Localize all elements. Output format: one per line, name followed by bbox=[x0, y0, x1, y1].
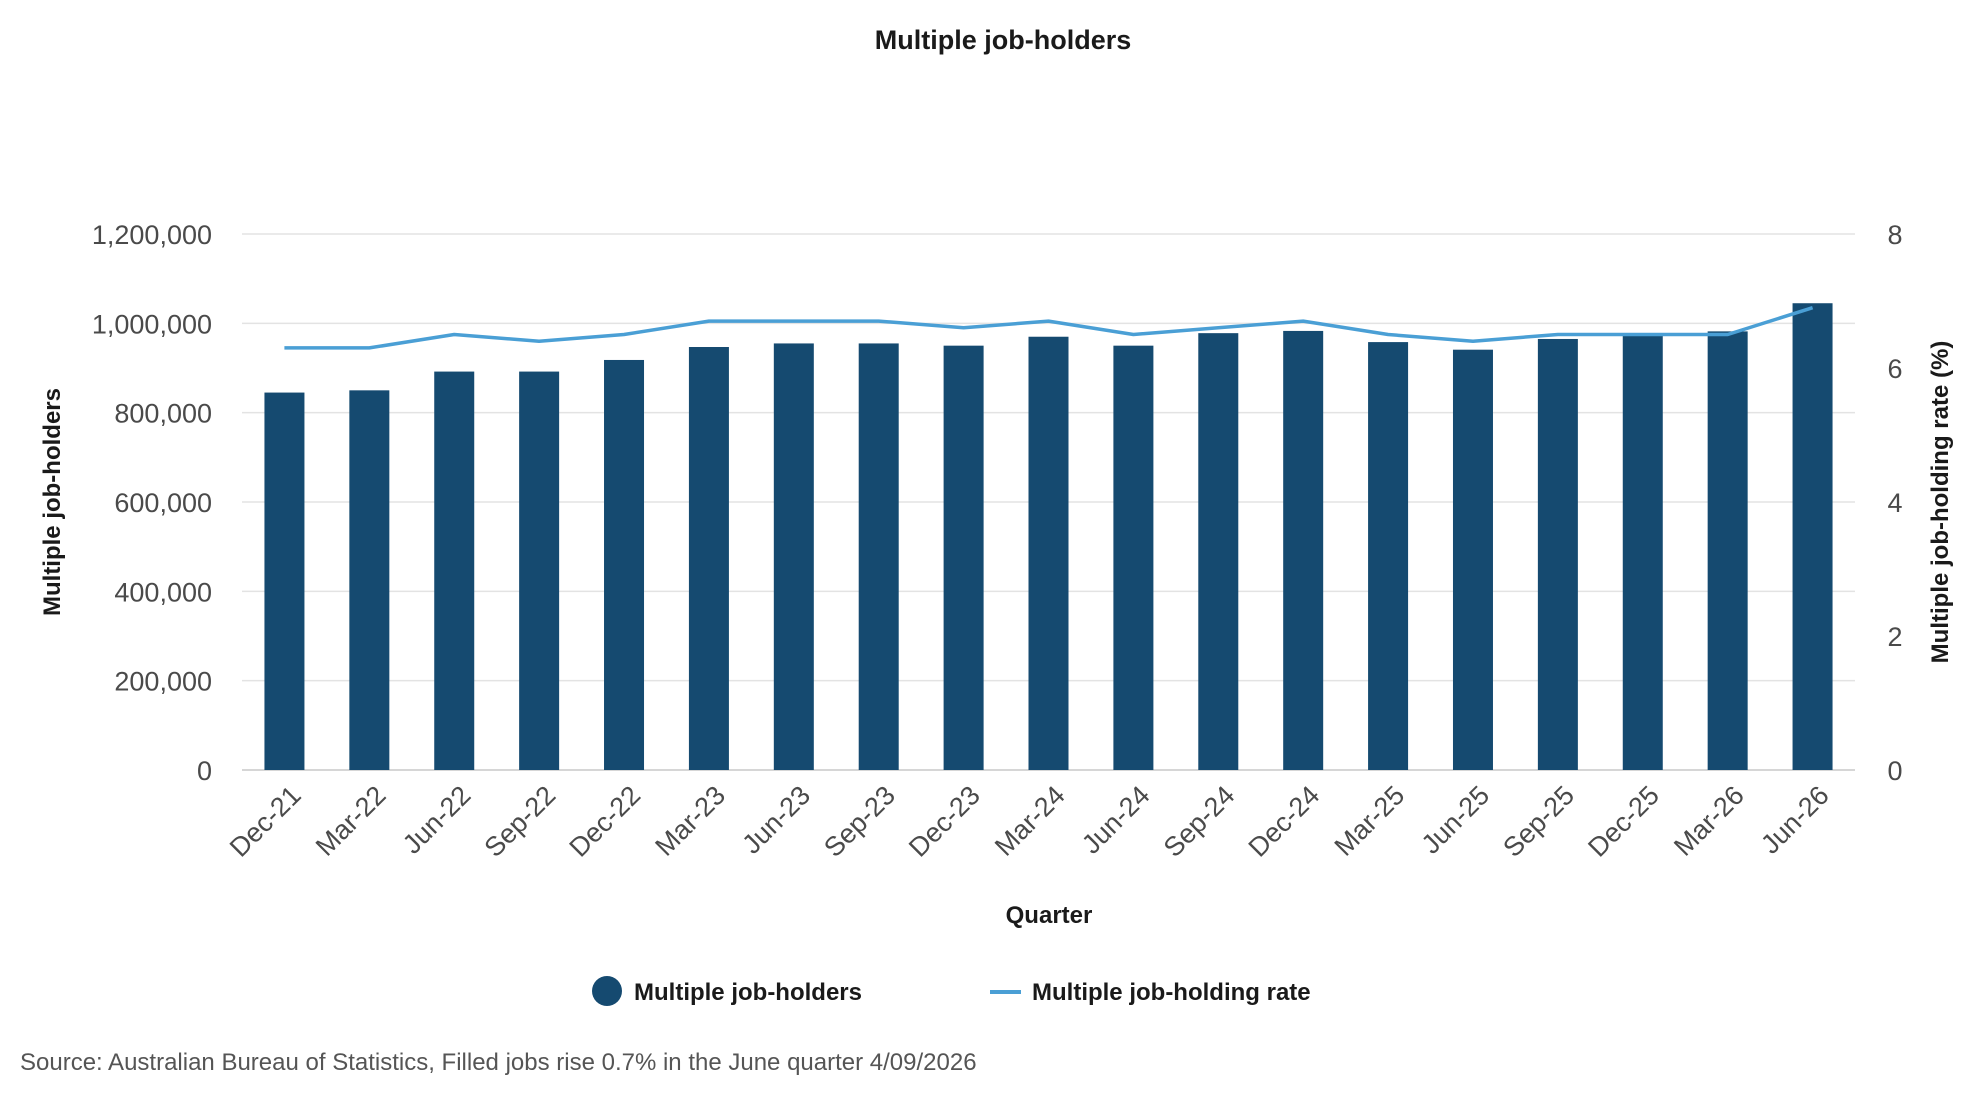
y-tick-label: 1,200,000 bbox=[92, 220, 212, 250]
y-tick-label: 0 bbox=[197, 756, 212, 786]
x-tick-label: Dec-25 bbox=[1582, 780, 1665, 863]
rate-line bbox=[284, 306, 1814, 350]
bar bbox=[519, 371, 560, 770]
x-tick-label: Jun-23 bbox=[736, 780, 816, 860]
y2-tick-label: 2 bbox=[1887, 622, 1902, 652]
x-axis-ticks: Dec-21 Mar-22 Jun-22 Sep-22 Dec-22 Mar-23 Jun-… bbox=[224, 780, 1835, 863]
bar bbox=[1537, 338, 1578, 770]
legend-line-label: Multiple job-holding rate bbox=[1032, 979, 1311, 1006]
bar bbox=[1707, 331, 1748, 770]
x-tick-label: Sep-24 bbox=[1158, 780, 1241, 863]
x-tick-label: Mar-25 bbox=[1329, 780, 1411, 862]
source-note: Source: Australian Bureau of Statistics,… bbox=[20, 1049, 977, 1076]
y-tick-label: 400,000 bbox=[114, 577, 212, 607]
bar bbox=[264, 392, 305, 770]
x-tick-label: Mar-24 bbox=[989, 780, 1071, 862]
bar bbox=[688, 347, 729, 770]
bar bbox=[1283, 330, 1324, 770]
x-tick-label: Jun-24 bbox=[1076, 780, 1156, 860]
legend-bar-marker bbox=[592, 976, 622, 1006]
bar bbox=[349, 390, 390, 770]
x-tick-label: Sep-23 bbox=[818, 780, 901, 863]
x-tick-label: Jun-26 bbox=[1755, 780, 1835, 860]
bar bbox=[773, 343, 814, 770]
right-axis-ticks: 0 2 4 6 8 bbox=[1887, 220, 1902, 786]
bar bbox=[1792, 303, 1833, 770]
legend-bar-label: Multiple job-holders bbox=[634, 979, 862, 1006]
x-tick-label: Mar-23 bbox=[649, 780, 731, 862]
bar bbox=[1622, 334, 1663, 770]
chart-title: Multiple job-holders bbox=[875, 25, 1132, 55]
y2-tick-label: 4 bbox=[1887, 488, 1902, 518]
y2-tick-label: 6 bbox=[1887, 354, 1902, 384]
y2-tick-label: 0 bbox=[1887, 756, 1902, 786]
x-tick-label: Sep-22 bbox=[479, 780, 562, 863]
line-series bbox=[284, 306, 1814, 350]
bar bbox=[434, 371, 475, 770]
x-tick-label: Dec-21 bbox=[224, 780, 307, 863]
x-tick-label: Dec-24 bbox=[1243, 780, 1326, 863]
x-tick-label: Jun-22 bbox=[397, 780, 477, 860]
legend: Multiple job-holders Multiple job-holdin… bbox=[592, 976, 1311, 1006]
y-tick-label: 1,000,000 bbox=[92, 309, 212, 339]
x-tick-label: Dec-23 bbox=[903, 780, 986, 863]
left-axis-ticks: 0 200,000 400,000 600,000 800,000 1,000,000 1,… bbox=[92, 220, 212, 786]
x-tick-label: Dec-22 bbox=[564, 780, 647, 863]
x-tick-label: Sep-25 bbox=[1497, 780, 1580, 863]
x-tick-label: Mar-26 bbox=[1668, 780, 1750, 862]
bar bbox=[1113, 345, 1154, 770]
bar-series bbox=[264, 303, 1833, 770]
y2-axis-title: Multiple job-holding rate (%) bbox=[1927, 341, 1954, 664]
y-tick-label: 600,000 bbox=[114, 488, 212, 518]
y2-tick-label: 8 bbox=[1887, 220, 1902, 250]
y-axis-title: Multiple job-holders bbox=[39, 388, 66, 616]
y-tick-label: 200,000 bbox=[114, 667, 212, 697]
bar bbox=[1452, 349, 1493, 770]
bar bbox=[943, 345, 984, 770]
bar bbox=[604, 359, 645, 770]
bar bbox=[1198, 333, 1239, 770]
x-tick-label: Mar-22 bbox=[310, 780, 392, 862]
bar bbox=[1368, 342, 1409, 770]
y-tick-label: 800,000 bbox=[114, 399, 212, 429]
x-tick-label: Jun-25 bbox=[1416, 780, 1496, 860]
bar bbox=[858, 343, 899, 770]
bar bbox=[1028, 336, 1069, 770]
x-axis-title: Quarter bbox=[1006, 902, 1093, 929]
